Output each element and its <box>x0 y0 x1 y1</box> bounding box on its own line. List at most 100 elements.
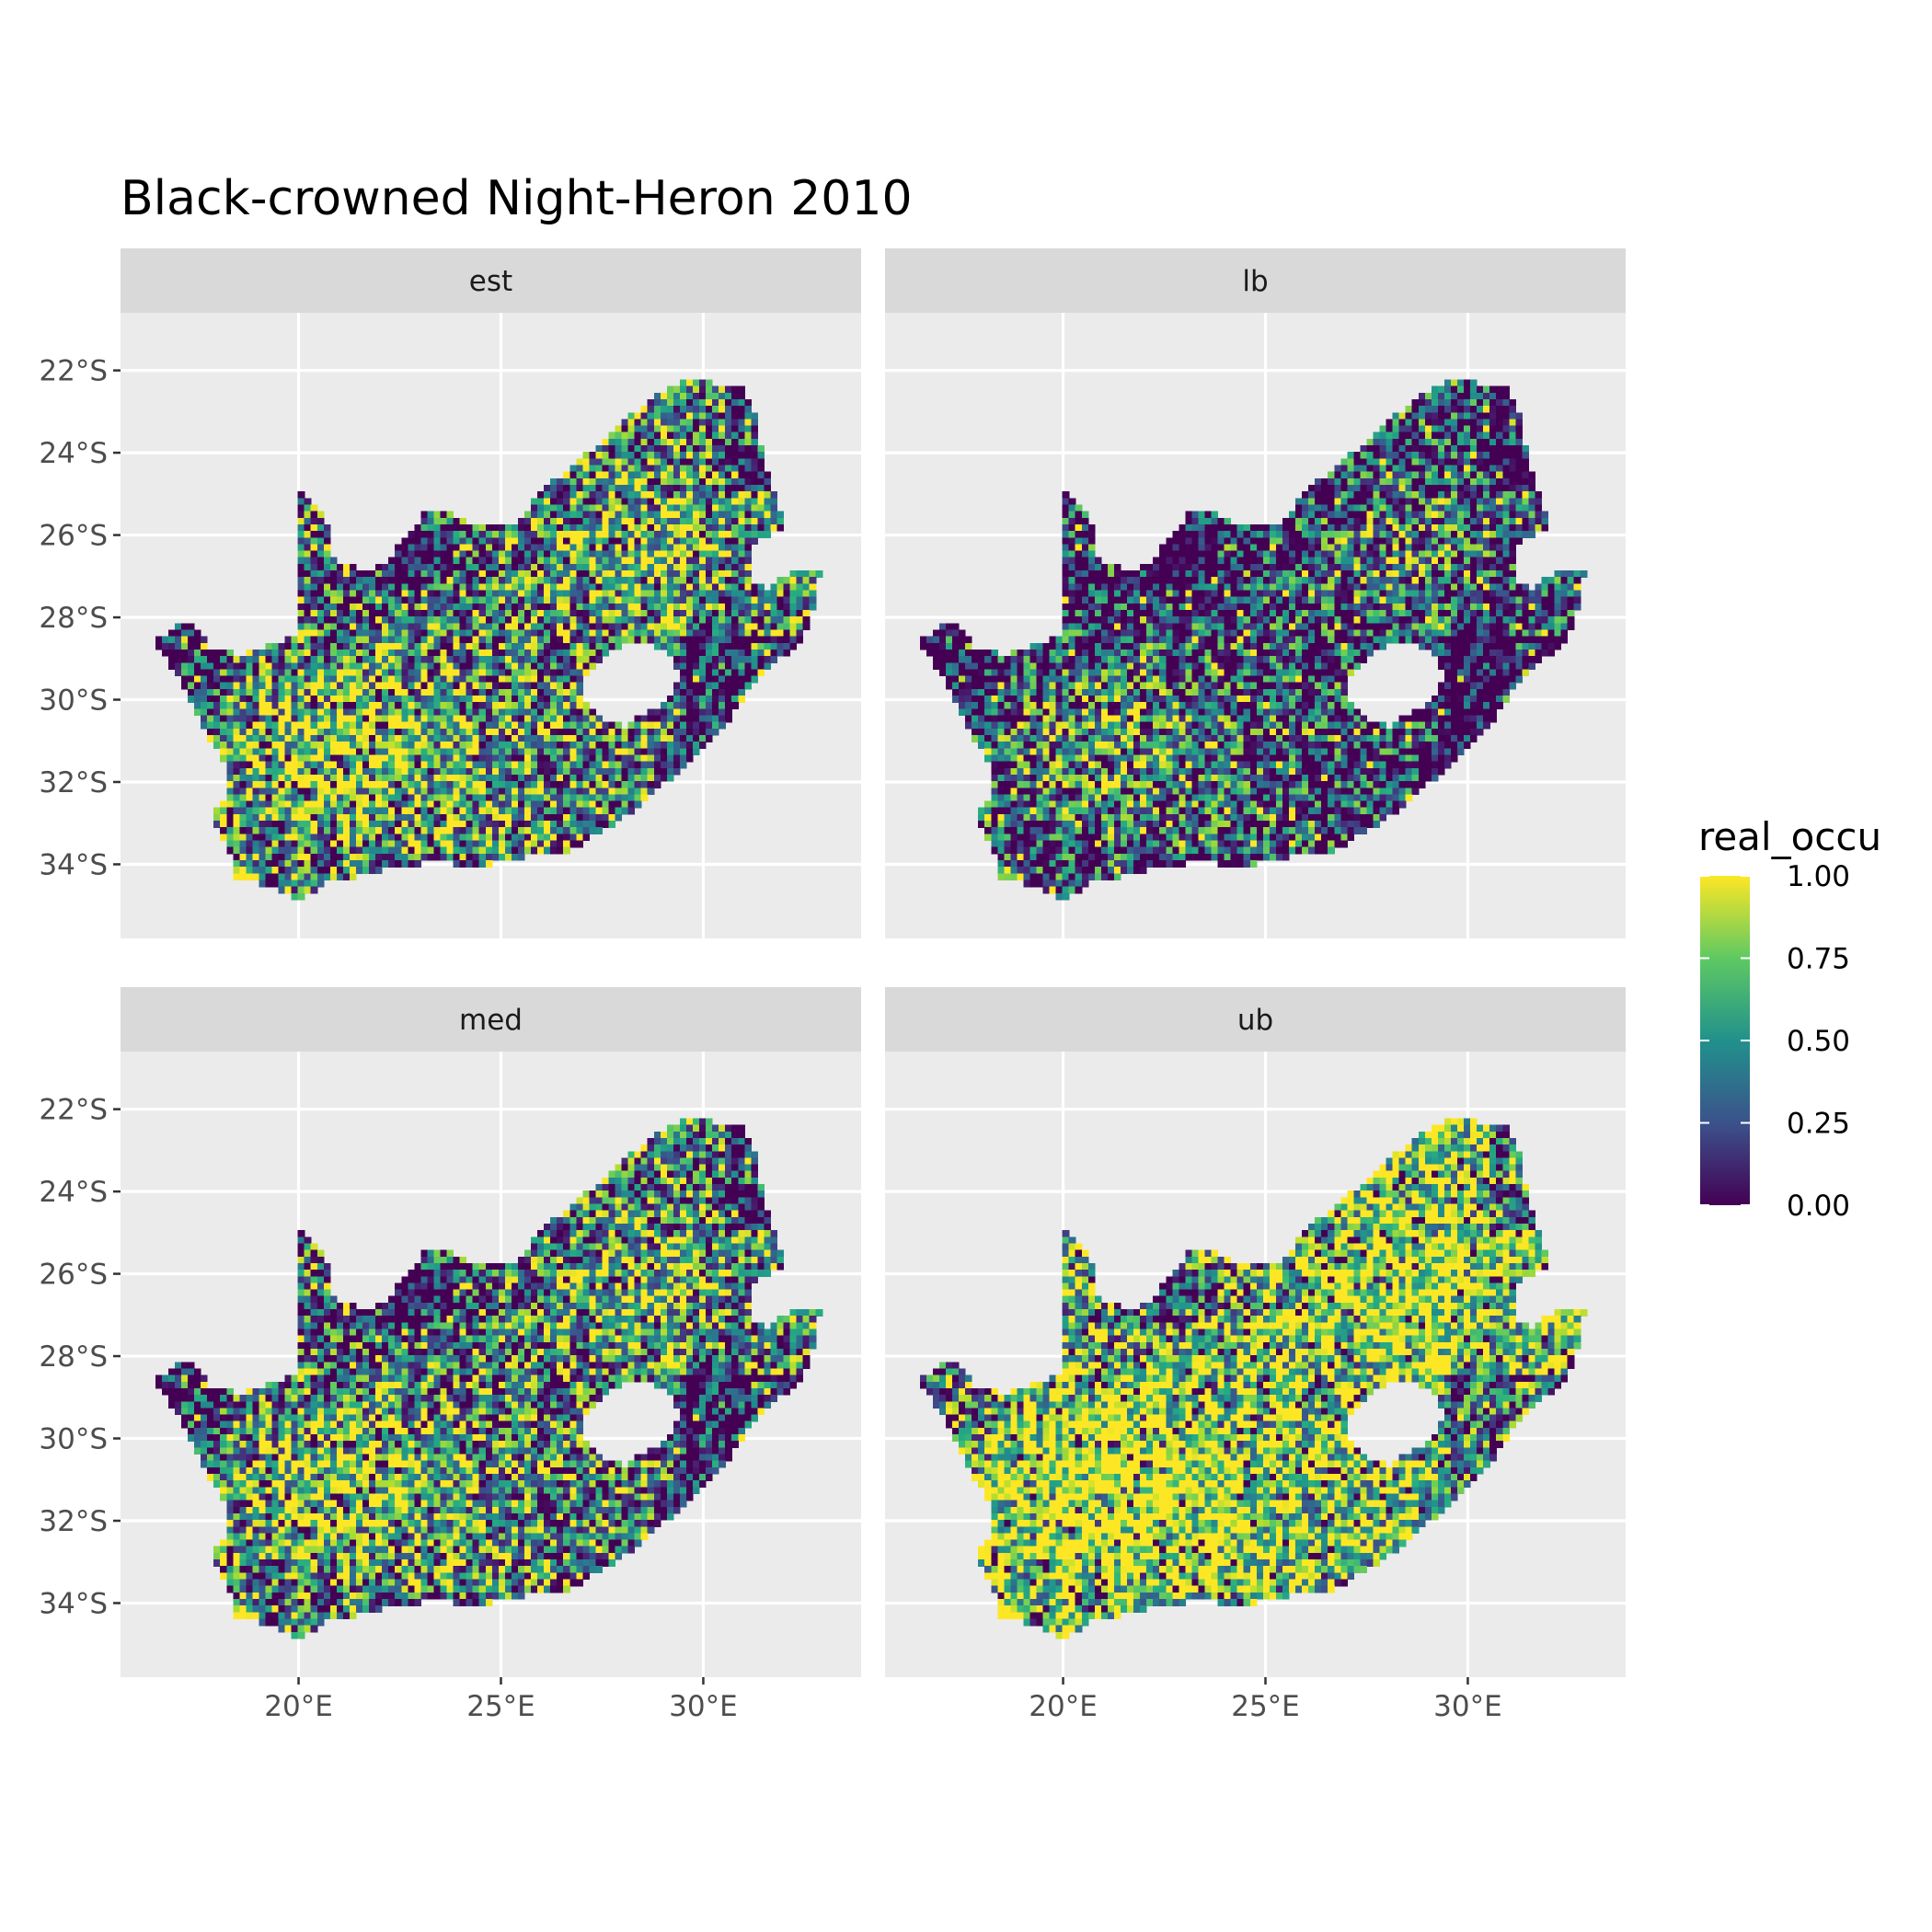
raster-cell <box>706 517 713 525</box>
raster-cell <box>491 583 500 592</box>
raster-cell <box>271 840 280 848</box>
raster-cell <box>621 471 629 479</box>
raster-cell <box>557 728 564 736</box>
raster-cell <box>569 557 577 565</box>
raster-cell <box>375 649 383 657</box>
raster-cell <box>660 728 668 736</box>
raster-cell <box>420 570 428 578</box>
raster-cell <box>401 596 408 604</box>
raster-cell <box>693 636 700 644</box>
raster-cell <box>576 788 583 796</box>
raster-cell <box>491 675 500 684</box>
raster-cell <box>453 550 461 558</box>
raster-cell <box>478 669 487 677</box>
raster-cell <box>504 550 512 558</box>
raster-cell <box>751 623 758 631</box>
raster-cell <box>679 577 687 584</box>
raster-cell <box>1360 465 1367 473</box>
raster-cell <box>1340 511 1348 519</box>
raster-cell <box>757 511 765 519</box>
raster-cell <box>1360 517 1367 525</box>
raster-cell <box>589 821 596 828</box>
raster-cell <box>634 583 642 592</box>
raster-cell <box>738 523 745 532</box>
raster-cell <box>621 596 629 604</box>
raster-cell <box>278 840 286 848</box>
raster-cell <box>433 675 442 684</box>
raster-cell <box>466 682 474 690</box>
raster-cell <box>615 616 623 624</box>
raster-cell <box>310 761 318 769</box>
raster-cell <box>524 577 532 584</box>
raster-cell <box>757 616 765 624</box>
raster-cell <box>1328 504 1335 512</box>
raster-cell <box>1451 419 1458 427</box>
raster-cell <box>336 662 344 671</box>
raster-cell <box>498 610 506 617</box>
raster-cell <box>252 715 259 723</box>
raster-cell <box>634 498 642 506</box>
raster-cell <box>563 616 570 624</box>
raster-cell <box>375 754 383 763</box>
raster-cell <box>304 531 312 538</box>
raster-cell <box>1451 392 1458 400</box>
raster-cell <box>395 846 402 855</box>
raster-cell <box>284 774 293 782</box>
raster-cell <box>725 398 732 407</box>
raster-cell <box>382 860 389 868</box>
raster-cell <box>297 675 305 684</box>
raster-cell <box>329 563 338 571</box>
raster-cell <box>1457 477 1465 486</box>
raster-cell <box>1496 511 1503 519</box>
raster-cell <box>686 445 694 453</box>
raster-cell <box>427 511 434 519</box>
raster-cell <box>719 583 726 592</box>
raster-cell <box>511 583 519 592</box>
raster-cell <box>246 696 253 703</box>
raster-cell <box>595 596 603 604</box>
raster-cell <box>706 491 713 499</box>
raster-cell <box>647 570 655 578</box>
raster-cell <box>589 596 596 604</box>
raster-cell <box>673 748 681 756</box>
raster-cell <box>433 557 442 565</box>
raster-cell <box>1185 523 1192 532</box>
raster-cell <box>653 636 661 644</box>
raster-cell <box>1483 385 1490 394</box>
raster-cell <box>433 754 442 763</box>
raster-cell <box>1424 498 1432 506</box>
raster-cell <box>699 438 707 446</box>
raster-cell <box>213 813 221 822</box>
raster-cell <box>369 675 376 684</box>
raster-cell <box>356 583 363 592</box>
raster-cell <box>660 702 668 709</box>
raster-cell <box>557 788 564 796</box>
raster-cell <box>1470 452 1478 459</box>
raster-cell <box>316 623 325 631</box>
raster-cell <box>576 603 583 611</box>
raster-cell <box>602 623 610 631</box>
raster-cell <box>524 649 532 657</box>
raster-cell <box>427 669 434 677</box>
raster-cell <box>518 688 525 696</box>
raster-cell <box>582 517 590 525</box>
raster-cell <box>472 761 480 769</box>
raster-cell <box>621 807 629 815</box>
raster-cell <box>602 642 610 650</box>
raster-cell <box>446 629 454 638</box>
raster-cell <box>576 504 583 512</box>
raster-cell <box>316 577 325 584</box>
raster-cell <box>459 735 467 742</box>
raster-cell <box>719 531 726 538</box>
raster-cell <box>544 596 551 604</box>
raster-cell <box>608 550 616 558</box>
raster-cell <box>278 735 286 742</box>
raster-cell <box>369 715 376 723</box>
raster-cell <box>350 821 357 828</box>
raster-cell <box>589 623 596 631</box>
raster-cell <box>466 774 474 782</box>
raster-cell <box>297 498 305 506</box>
raster-cell <box>518 544 525 552</box>
raster-cell <box>259 715 266 723</box>
raster-cell <box>537 800 545 809</box>
